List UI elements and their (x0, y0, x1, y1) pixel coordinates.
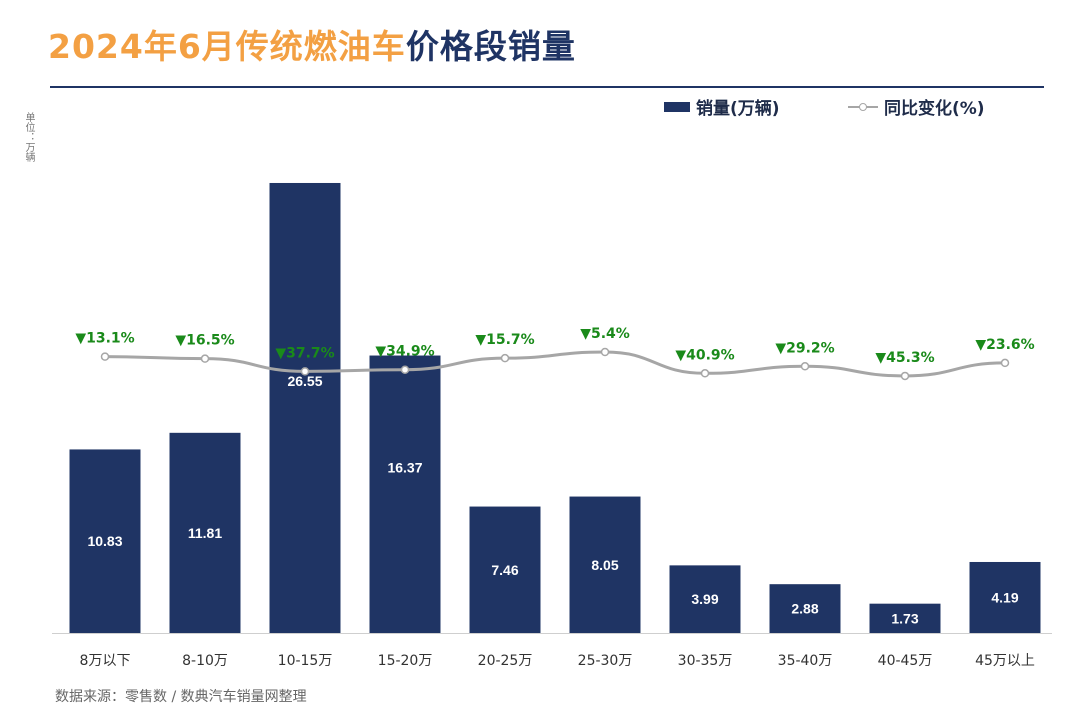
bar-value-label-9: 4.19 (991, 589, 1018, 605)
bar-value-label-8: 1.73 (891, 610, 918, 626)
bar-5 (569, 496, 641, 633)
chart-title-main: 价格段销量 (405, 27, 576, 66)
unit-label: 单位：万辆 (23, 112, 34, 162)
bar-7 (769, 584, 841, 633)
chart-title-highlight: 2024年6月传统燃油车 (48, 27, 406, 66)
yoy-line (104, 350, 1006, 378)
yoy-label-8: ▼45.3% (875, 350, 934, 366)
bar-0 (69, 449, 141, 633)
category-label-6: 30-35万 (678, 653, 733, 669)
yoy-point-2 (300, 367, 310, 376)
bar-value-label-4: 7.46 (491, 562, 518, 578)
bar-value-label-3: 16.37 (387, 459, 422, 475)
bar-value-label-6: 3.99 (691, 591, 718, 607)
yoy-point-8 (900, 371, 910, 381)
bar-1 (169, 432, 241, 633)
data-source-note: 数据来源：零售数 / 数典汽车销量网整理 (55, 689, 307, 705)
yoy-label-9: ▼23.6% (975, 337, 1034, 353)
bar-2 (269, 182, 341, 634)
yoy-point-9 (1000, 358, 1010, 368)
legend-item-yoy: 同比变化(%) (848, 94, 985, 119)
yoy-point-6 (700, 369, 710, 378)
bar-value-label-1: 11.81 (188, 525, 222, 541)
bar-3 (369, 355, 441, 633)
yoy-label-7: ▼29.2% (775, 340, 834, 356)
bar-6 (669, 565, 741, 633)
bar-8 (869, 603, 941, 633)
category-label-1: 8-10万 (182, 653, 228, 669)
category-label-9: 45万以上 (975, 653, 1035, 669)
legend-yoy-label: 同比变化(%) (884, 99, 985, 119)
yoy-point-3 (400, 365, 410, 374)
yoy-label-0: ▼13.1% (75, 331, 134, 347)
legend-line-swatch (848, 102, 878, 112)
yoy-label-1: ▼16.5% (175, 333, 234, 349)
legend-sales-label: 销量(万辆) (696, 99, 780, 119)
yoy-point-1 (200, 354, 210, 363)
category-label-3: 15-20万 (378, 653, 433, 669)
yoy-point-5 (600, 347, 610, 357)
yoy-label-5: ▼5.4% (580, 326, 630, 342)
bar-4 (469, 506, 541, 633)
yoy-label-3: ▼34.9% (375, 344, 434, 360)
chart-title: 2024年6月传统燃油车价格段销量 (48, 20, 576, 68)
bar-value-label-2: 26.55 (287, 373, 322, 389)
yoy-point-4 (500, 353, 510, 363)
bar-value-label-0: 10.83 (87, 533, 122, 549)
legend-item-sales: 销量(万辆) (664, 94, 780, 119)
category-label-8: 40-45万 (878, 653, 933, 669)
yoy-point-7 (800, 362, 810, 371)
category-label-2: 10-15万 (278, 653, 333, 669)
category-label-5: 25-30万 (578, 653, 633, 669)
title-divider (50, 86, 1044, 88)
yoy-label-6: ▼40.9% (675, 347, 734, 363)
category-label-0: 8万以下 (80, 653, 131, 669)
category-label-7: 35-40万 (778, 653, 833, 669)
yoy-point-0 (100, 352, 110, 361)
legend-bar-swatch (664, 101, 690, 112)
bar-value-label-7: 2.88 (791, 601, 818, 617)
bar-value-label-5: 8.05 (591, 557, 618, 573)
yoy-label-4: ▼15.7% (475, 332, 534, 348)
category-label-4: 20-25万 (478, 653, 533, 669)
bar-9 (969, 561, 1041, 633)
yoy-label-2: ▼37.7% (275, 345, 334, 361)
